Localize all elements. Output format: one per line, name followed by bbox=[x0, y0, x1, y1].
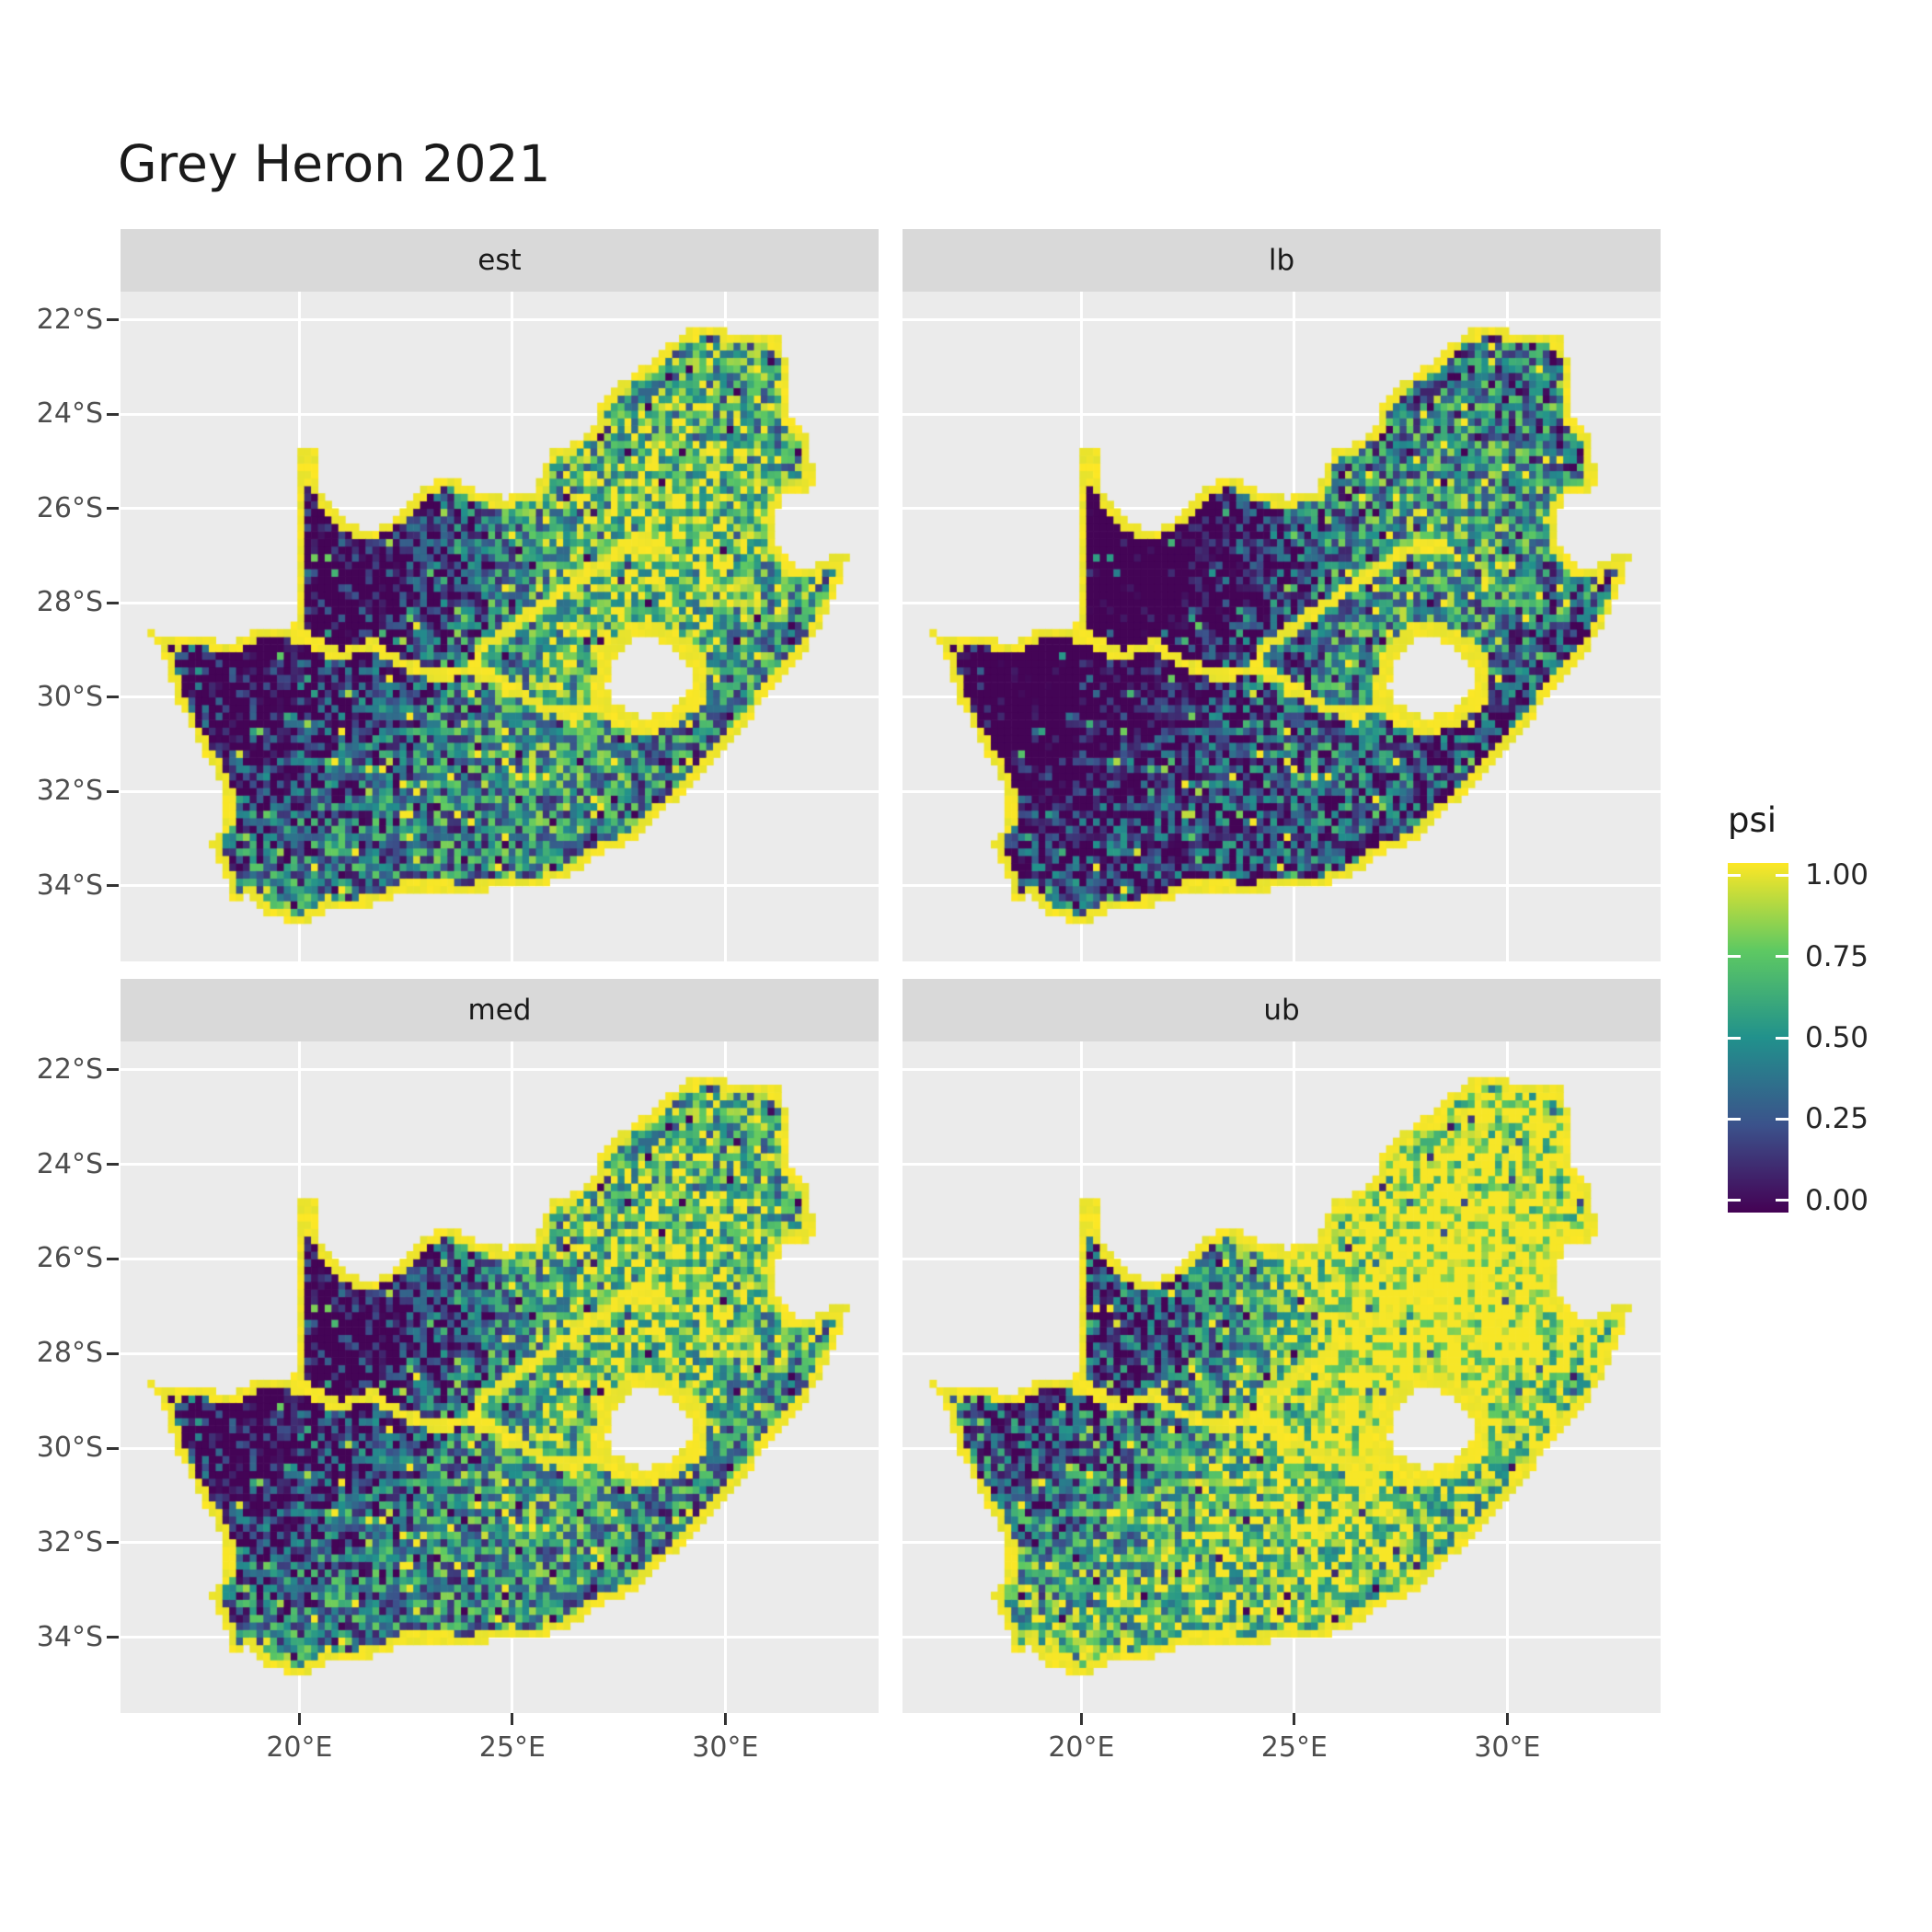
y-axis-tick-mark bbox=[107, 1163, 119, 1167]
legend-tick-label: 0.50 bbox=[1805, 1021, 1869, 1054]
y-axis-tick-label: 22°S bbox=[36, 303, 103, 336]
legend-tick-label: 0.75 bbox=[1805, 939, 1869, 973]
y-axis-tick-mark bbox=[107, 884, 119, 888]
south-africa-map-med bbox=[121, 1041, 879, 1713]
legend-tick-mark bbox=[1728, 1036, 1741, 1040]
legend-tick-mark bbox=[1728, 873, 1741, 877]
y-axis-tick-mark bbox=[107, 318, 119, 322]
x-axis-tick-label: 30°E bbox=[692, 1731, 759, 1764]
legend-tick-mark bbox=[1776, 1117, 1788, 1121]
facet-ub: ub bbox=[903, 979, 1661, 1713]
legend-tick-label: 1.00 bbox=[1805, 858, 1869, 892]
y-axis-tick-label: 24°S bbox=[36, 397, 103, 431]
legend-tick-mark bbox=[1728, 1117, 1741, 1121]
south-africa-map-est bbox=[121, 292, 879, 961]
y-axis-tick-mark bbox=[107, 1446, 119, 1450]
y-axis-tick-mark bbox=[107, 1068, 119, 1072]
y-axis-tick-label: 26°S bbox=[36, 1242, 103, 1275]
y-axis-tick-mark bbox=[107, 696, 119, 699]
y-axis-tick-label: 32°S bbox=[36, 775, 103, 808]
panel-est bbox=[121, 292, 879, 961]
x-axis-tick-mark bbox=[723, 1713, 727, 1725]
legend-tick-label: 0.25 bbox=[1805, 1102, 1869, 1136]
facet-strip-ub: ub bbox=[903, 979, 1661, 1041]
y-axis-tick-label: 34°S bbox=[36, 868, 103, 902]
panel-ub bbox=[903, 1041, 1661, 1713]
y-axis-tick-mark bbox=[107, 1636, 119, 1639]
x-axis-tick-label: 20°E bbox=[1048, 1731, 1115, 1764]
y-axis-tick-label: 26°S bbox=[36, 491, 103, 524]
facet-med: med bbox=[121, 979, 879, 1713]
y-axis-tick-label: 32°S bbox=[36, 1525, 103, 1558]
facet-strip-med: med bbox=[121, 979, 879, 1041]
facet-lb: lb bbox=[903, 229, 1661, 961]
legend-tick-mark bbox=[1728, 1199, 1741, 1202]
y-axis-tick-label: 28°S bbox=[36, 1337, 103, 1370]
facet-label-ub: ub bbox=[1263, 994, 1300, 1027]
x-axis-tick-label: 30°E bbox=[1474, 1731, 1541, 1764]
y-axis-tick-mark bbox=[107, 412, 119, 416]
south-africa-map-ub bbox=[903, 1041, 1661, 1713]
y-axis-tick-label: 28°S bbox=[36, 586, 103, 619]
y-axis-tick-mark bbox=[107, 1541, 119, 1545]
y-axis-tick-mark bbox=[107, 601, 119, 604]
x-axis-tick-label: 25°E bbox=[1260, 1731, 1328, 1764]
y-axis-tick-label: 34°S bbox=[36, 1620, 103, 1653]
legend-title: psi bbox=[1728, 800, 1777, 840]
legend-tick-mark bbox=[1776, 1199, 1788, 1202]
y-axis-tick-label: 30°S bbox=[36, 1432, 103, 1465]
y-axis-tick-label: 22°S bbox=[36, 1052, 103, 1086]
y-axis-tick-mark bbox=[107, 789, 119, 793]
y-axis-tick-label: 30°S bbox=[36, 680, 103, 713]
x-axis-tick-mark bbox=[297, 1713, 301, 1725]
panel-lb bbox=[903, 292, 1661, 961]
x-axis-tick-label: 25°E bbox=[478, 1731, 546, 1764]
facet-strip-lb: lb bbox=[903, 229, 1661, 292]
legend-tick-label: 0.00 bbox=[1805, 1183, 1869, 1217]
y-axis-tick-label: 24°S bbox=[36, 1147, 103, 1180]
y-axis-tick-mark bbox=[107, 1351, 119, 1355]
x-axis-tick-label: 20°E bbox=[266, 1731, 333, 1764]
legend-tick-mark bbox=[1776, 955, 1788, 959]
legend-tick-mark bbox=[1728, 955, 1741, 959]
x-axis-tick-mark bbox=[1505, 1713, 1509, 1725]
legend-tick-mark bbox=[1776, 873, 1788, 877]
facet-strip-est: est bbox=[121, 229, 879, 292]
plot-title: Grey Heron 2021 bbox=[118, 134, 551, 193]
panel-med bbox=[121, 1041, 879, 1713]
facet-label-est: est bbox=[477, 244, 522, 277]
x-axis-tick-mark bbox=[511, 1713, 514, 1725]
south-africa-map-lb bbox=[903, 292, 1661, 961]
legend-tick-mark bbox=[1776, 1036, 1788, 1040]
facet-label-lb: lb bbox=[1268, 244, 1295, 277]
x-axis-tick-mark bbox=[1293, 1713, 1296, 1725]
y-axis-tick-mark bbox=[107, 1257, 119, 1260]
x-axis-tick-mark bbox=[1079, 1713, 1083, 1725]
facet-label-med: med bbox=[467, 994, 532, 1027]
y-axis-tick-mark bbox=[107, 507, 119, 511]
facet-est: est bbox=[121, 229, 879, 961]
